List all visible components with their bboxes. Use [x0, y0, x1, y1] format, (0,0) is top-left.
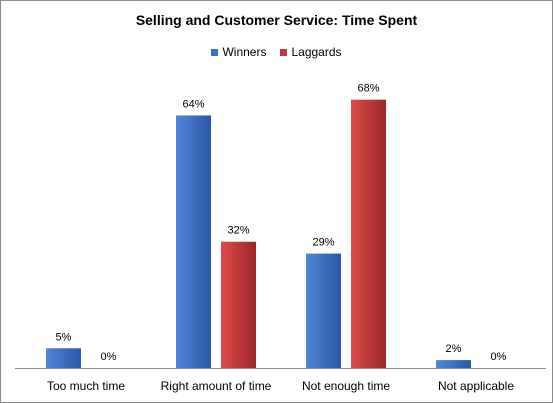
legend-swatch-winners — [211, 48, 219, 56]
data-label-winners-too-much-time: 5% — [56, 331, 72, 343]
data-label-laggards-not-enough-time: 68% — [357, 83, 379, 95]
legend-label-laggards: Laggards — [291, 45, 342, 59]
data-label-laggards-not-applicable: 0% — [491, 351, 507, 363]
legend-label-winners: Winners — [222, 45, 267, 59]
x-tick-label: Too much time — [47, 379, 125, 393]
bar-laggards-not-enough-time — [351, 99, 386, 369]
legend-item-laggards: Laggards — [280, 45, 342, 59]
data-label-winners-right-amount-of-time: 64% — [182, 98, 204, 110]
legend: Winners Laggards — [1, 45, 552, 59]
data-label-winners-not-applicable: 2% — [446, 343, 462, 355]
x-tick-label: Not applicable — [438, 379, 514, 393]
bar-winners-not-applicable — [436, 360, 471, 368]
x-tick-label: Not enough time — [302, 379, 390, 393]
data-label-laggards-too-much-time: 0% — [101, 351, 117, 363]
bar-winners-not-enough-time — [306, 253, 341, 368]
bar-winners-too-much-time — [46, 348, 81, 368]
bar-laggards-right-amount-of-time — [221, 241, 256, 368]
legend-swatch-laggards — [280, 48, 288, 56]
bar-winners-right-amount-of-time — [176, 115, 211, 368]
legend-item-winners: Winners — [211, 45, 266, 59]
data-label-winners-not-enough-time: 29% — [312, 237, 334, 249]
data-label-laggards-right-amount-of-time: 32% — [227, 225, 249, 237]
x-tick-label: Right amount of time — [161, 379, 272, 393]
chart-title: Selling and Customer Service: Time Spent — [135, 12, 418, 28]
